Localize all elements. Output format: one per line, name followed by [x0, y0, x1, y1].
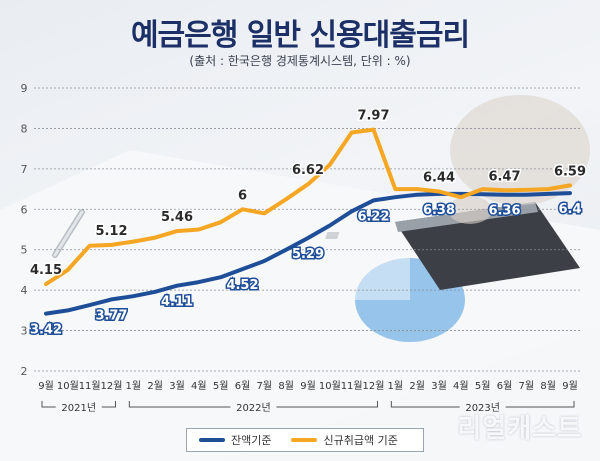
- x-tick-label: 2월: [147, 380, 163, 392]
- y-tick-label: 9: [21, 82, 28, 95]
- x-tick-label: 9월: [300, 380, 316, 392]
- watermark-logo: 리얼캐스트: [457, 414, 582, 444]
- chart-subtitle: (출처 : 한국은행 경제통계시스템, 단위 : %): [189, 54, 411, 68]
- x-tick-label: 4월: [191, 380, 207, 392]
- series-line-balance: [44, 191, 572, 316]
- x-tick-label: 2월: [409, 380, 425, 392]
- x-tick-label: 6월: [497, 380, 513, 392]
- data-label-new: 6.62: [292, 163, 324, 178]
- year-group-label: 2021년: [61, 402, 96, 414]
- x-tick-label: 4월: [453, 380, 469, 392]
- data-label-balance: 3.77: [95, 308, 127, 323]
- y-tick-label: 4: [21, 284, 28, 297]
- x-tick-label: 9월: [562, 380, 578, 392]
- x-tick-label: 5월: [475, 380, 491, 392]
- x-tick-label: 7월: [257, 380, 273, 392]
- y-tick-label: 8: [21, 122, 28, 135]
- year-bracket-left: [41, 401, 56, 408]
- y-tick-label: 2: [21, 365, 28, 378]
- pen-decoration: [52, 209, 85, 258]
- data-label-new: 6: [238, 188, 247, 203]
- year-bracket-left: [390, 401, 460, 408]
- data-label-new: 6.59: [554, 164, 586, 179]
- x-tick-label: 10월: [319, 380, 341, 392]
- legend-label-balance: 잔액기준: [231, 434, 272, 447]
- y-tick-label: 7: [21, 163, 28, 176]
- data-label-new: 5.46: [161, 210, 193, 225]
- legend-swatch-balance: [199, 438, 225, 442]
- x-tick-label: 9월: [38, 380, 54, 392]
- legend-item-balance: 잔액기준: [199, 432, 271, 448]
- chart-legend: 잔액기준 신규취급액 기준: [186, 428, 424, 452]
- x-tick-label: 12월: [101, 380, 123, 392]
- data-label-balance: 6.38: [423, 203, 455, 218]
- x-tick-label: 8월: [278, 380, 294, 392]
- x-tick-label: 11월: [341, 380, 363, 392]
- data-label-new: 7.97: [357, 109, 389, 124]
- data-label-balance: 6.36: [488, 204, 520, 219]
- year-bracket-right: [276, 401, 378, 408]
- data-label-new: 6.44: [423, 170, 455, 185]
- series-layer: [44, 127, 572, 316]
- year-bracket-right: [505, 401, 575, 408]
- x-tick-label: 12월: [363, 380, 385, 392]
- grid-layer: [34, 87, 580, 372]
- legend-swatch-new: [291, 438, 318, 442]
- series-line-new: [44, 127, 572, 287]
- chart-title: 예금은행 일반 신용대출금리: [130, 18, 470, 53]
- x-tick-label: 5월: [213, 380, 229, 392]
- data-label-balance: 6.22: [357, 209, 389, 224]
- year-bracket-left: [128, 401, 231, 408]
- legend-label-new: 신규취급액 기준: [323, 434, 398, 447]
- x-tick-label: 3월: [169, 380, 185, 392]
- x-tick-label: 7월: [519, 380, 535, 392]
- year-group-label: 2022년: [236, 402, 271, 414]
- data-label-new: 4.15: [30, 263, 62, 278]
- y-tick-label: 6: [21, 203, 28, 216]
- data-label-new: 5.12: [95, 224, 127, 239]
- x-tick-label: 1월: [388, 380, 404, 392]
- data-label-balance: 4.52: [226, 278, 258, 293]
- x-tick-label: 3월: [431, 380, 447, 392]
- y-tick-label: 3: [21, 325, 28, 338]
- data-label-balance: 3.42: [30, 323, 62, 338]
- x-tick-label: 11월: [79, 380, 101, 392]
- data-label-balance: 4.11: [161, 295, 193, 310]
- x-tick-label: 1월: [126, 380, 142, 392]
- data-label-balance: 6.4: [558, 202, 581, 217]
- x-tick-label: 10월: [57, 380, 79, 392]
- x-tick-label: 6월: [235, 380, 251, 392]
- legend-item-new: 신규취급액 기준: [291, 432, 398, 448]
- year-bracket-right: [101, 401, 116, 408]
- hand-decoration: [448, 95, 590, 224]
- year-group-label: 2023년: [465, 402, 500, 414]
- data-label-balance: 5.29: [292, 247, 324, 262]
- data-label-layer: 3.42 3.77 4.11 4.52 5.29 6.22 6.38 6.36 6.4 4.15 5…: [28, 107, 587, 339]
- y-tick-label: 5: [21, 244, 28, 257]
- data-label-new: 6.47: [488, 169, 520, 184]
- x-tick-label: 8월: [540, 380, 556, 392]
